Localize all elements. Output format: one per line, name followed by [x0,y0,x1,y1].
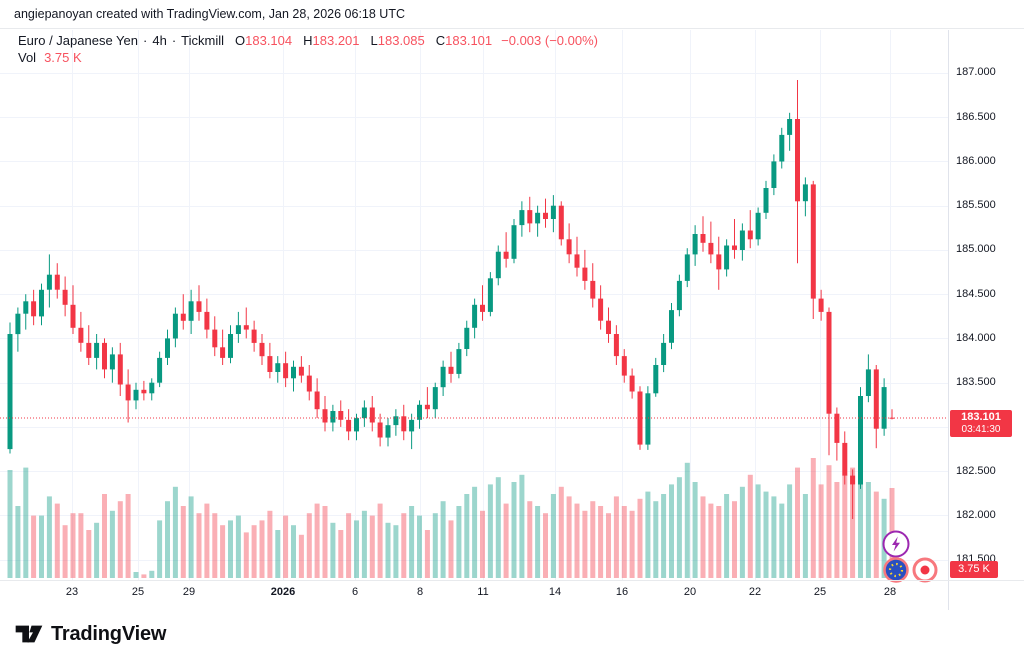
price-axis-label: 185.000 [956,243,996,255]
legend-row-symbol: Euro / Japanese Yen · 4h · Tickmill O183.104… [18,33,598,48]
attribution-bar: angiepanoyan created with TradingView.co… [0,0,1024,28]
price-axis-border [948,30,949,610]
broker-label: Tickmill [181,33,224,48]
ohlc-low: L183.085 [370,33,425,48]
tradingview-logo[interactable]: TradingView [14,620,166,648]
volume-label: Vol [18,50,37,65]
price-axis-label: 182.000 [956,509,996,521]
volume-value: 3.75 K [44,50,82,65]
last-price-value: 183.101 [961,411,1001,423]
record-dot [920,565,930,575]
record-event-icon[interactable] [911,556,939,584]
ohlc-high: H183.201 [303,33,360,48]
eu-stars-ring [888,562,904,578]
lightning-bolt-glyph [892,536,900,552]
price-axis-label: 184.000 [956,332,996,344]
price-axis-label: 185.500 [956,199,996,211]
eur-flag-event-icon[interactable] [882,556,910,584]
last-price-badge: 183.101 03:41:30 [950,410,1012,437]
candlestick-series [7,80,895,519]
time-axis-border [0,580,1024,581]
ohlc-open: O183.104 [235,33,293,48]
time-axis-label: 29 [182,586,196,598]
chart-legend: Euro / Japanese Yen · 4h · Tickmill O183.104… [18,33,598,65]
time-axis[interactable]: 23 25 29 2026 6 8 11 14 16 20 22 25 28 [0,580,948,610]
change-value: −0.003 (−0.00%) [501,33,598,48]
legend-separator: · [143,33,148,48]
tradingview-logo-mark [15,625,43,643]
attribution-divider [0,28,1024,29]
tradingview-logo-text: TradingView [51,622,167,645]
price-axis-label: 183.500 [956,376,996,388]
time-axis-label: 25 [813,586,827,598]
time-axis-label: 20 [683,586,697,598]
attribution-text: angiepanoyan created with TradingView.co… [14,7,405,21]
price-axis-label: 182.500 [956,465,996,477]
legend-separator: · [171,33,177,48]
time-axis-label: 8 [416,586,424,598]
price-axis-label: 184.500 [956,288,996,300]
ohlc-close: C183.101 [435,33,493,48]
price-axis-label: 187.000 [956,66,996,78]
symbol-title[interactable]: Euro / Japanese Yen [18,33,138,48]
time-axis-label: 16 [615,586,629,598]
bar-countdown: 03:41:30 [961,424,1001,435]
volume-badge: 3.75 K [950,561,998,578]
time-axis-label: 14 [548,586,562,598]
price-axis-label: 186.000 [956,155,996,167]
interval-label[interactable]: 4h [152,33,167,48]
time-axis-label: 25 [131,586,145,598]
time-axis-label: 6 [351,586,359,598]
time-axis-label: 2026 [270,586,296,598]
time-axis-label: 11 [477,586,489,598]
economic-event-lightning-icon[interactable] [881,529,911,559]
time-axis-label: 28 [883,586,897,598]
legend-row-volume: Vol 3.75 K [18,50,598,65]
price-axis-label: 186.500 [956,111,996,123]
price-axis[interactable]: 187.000 186.500 186.000 185.500 185.000 184.5… [948,30,1024,580]
volume-series [7,458,895,578]
time-axis-label: 23 [65,586,79,598]
time-axis-label: 22 [748,586,762,598]
